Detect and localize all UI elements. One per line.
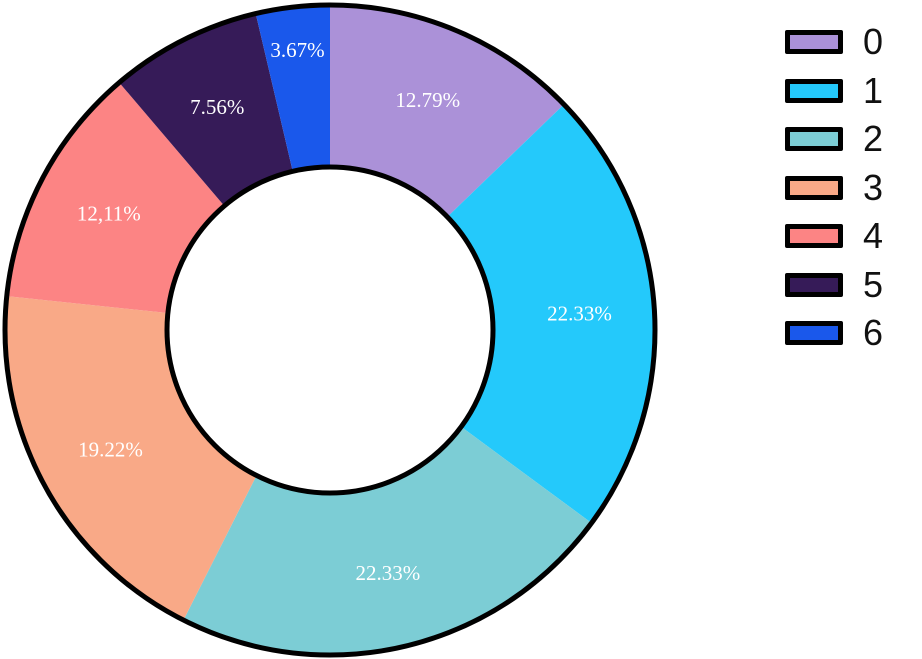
outer-ring-border: [2, 2, 658, 658]
slice-6: [255, 5, 330, 172]
slice-label-0: 12.79%: [395, 88, 460, 112]
donut-slices: [5, 5, 656, 655]
slice-2: [183, 426, 592, 655]
inner-hole: [164, 164, 496, 496]
legend-item-6: 6: [785, 309, 883, 358]
legend: 0 1 2 3 4 5 6: [785, 18, 883, 358]
slice-label-3: 19.22%: [78, 438, 143, 462]
legend-swatch: [785, 224, 843, 249]
slice-label-1: 22.33%: [547, 302, 612, 326]
legend-item-0: 0: [785, 18, 883, 67]
legend-label: 3: [863, 166, 884, 208]
legend-item-1: 1: [785, 67, 883, 116]
legend-label: 4: [863, 215, 884, 257]
legend-label: 6: [863, 312, 884, 354]
slice-label-2: 22.33%: [356, 561, 421, 585]
legend-item-5: 5: [785, 261, 883, 310]
legend-swatch: [785, 321, 843, 346]
slice-label-4: 12,11%: [77, 201, 141, 225]
slice-5: [119, 13, 293, 206]
legend-label: 0: [863, 21, 884, 63]
legend-item-2: 2: [785, 115, 883, 164]
legend-swatch: [785, 78, 843, 103]
slice-1: [447, 104, 656, 523]
legend-item-3: 3: [785, 164, 883, 213]
slice-label-6: 3.67%: [270, 38, 324, 62]
legend-label: 1: [863, 69, 884, 111]
legend-item-4: 4: [785, 212, 883, 261]
legend-swatch: [785, 175, 843, 200]
legend-swatch: [785, 30, 843, 55]
slice-4: [6, 82, 225, 314]
legend-label: 5: [863, 263, 884, 305]
donut-chart: 12.79% 22.33% 22.33% 19.22% 12,11% 7.56% 3.67%: [2, 2, 658, 658]
legend-swatch: [785, 272, 843, 297]
slice-label-5: 7.56%: [190, 95, 244, 119]
slice-3: [5, 296, 257, 621]
slice-labels: 12.79% 22.33% 22.33% 19.22% 12,11% 7.56% 3.67%: [77, 38, 612, 585]
legend-label: 2: [863, 118, 884, 160]
legend-swatch: [785, 127, 843, 152]
